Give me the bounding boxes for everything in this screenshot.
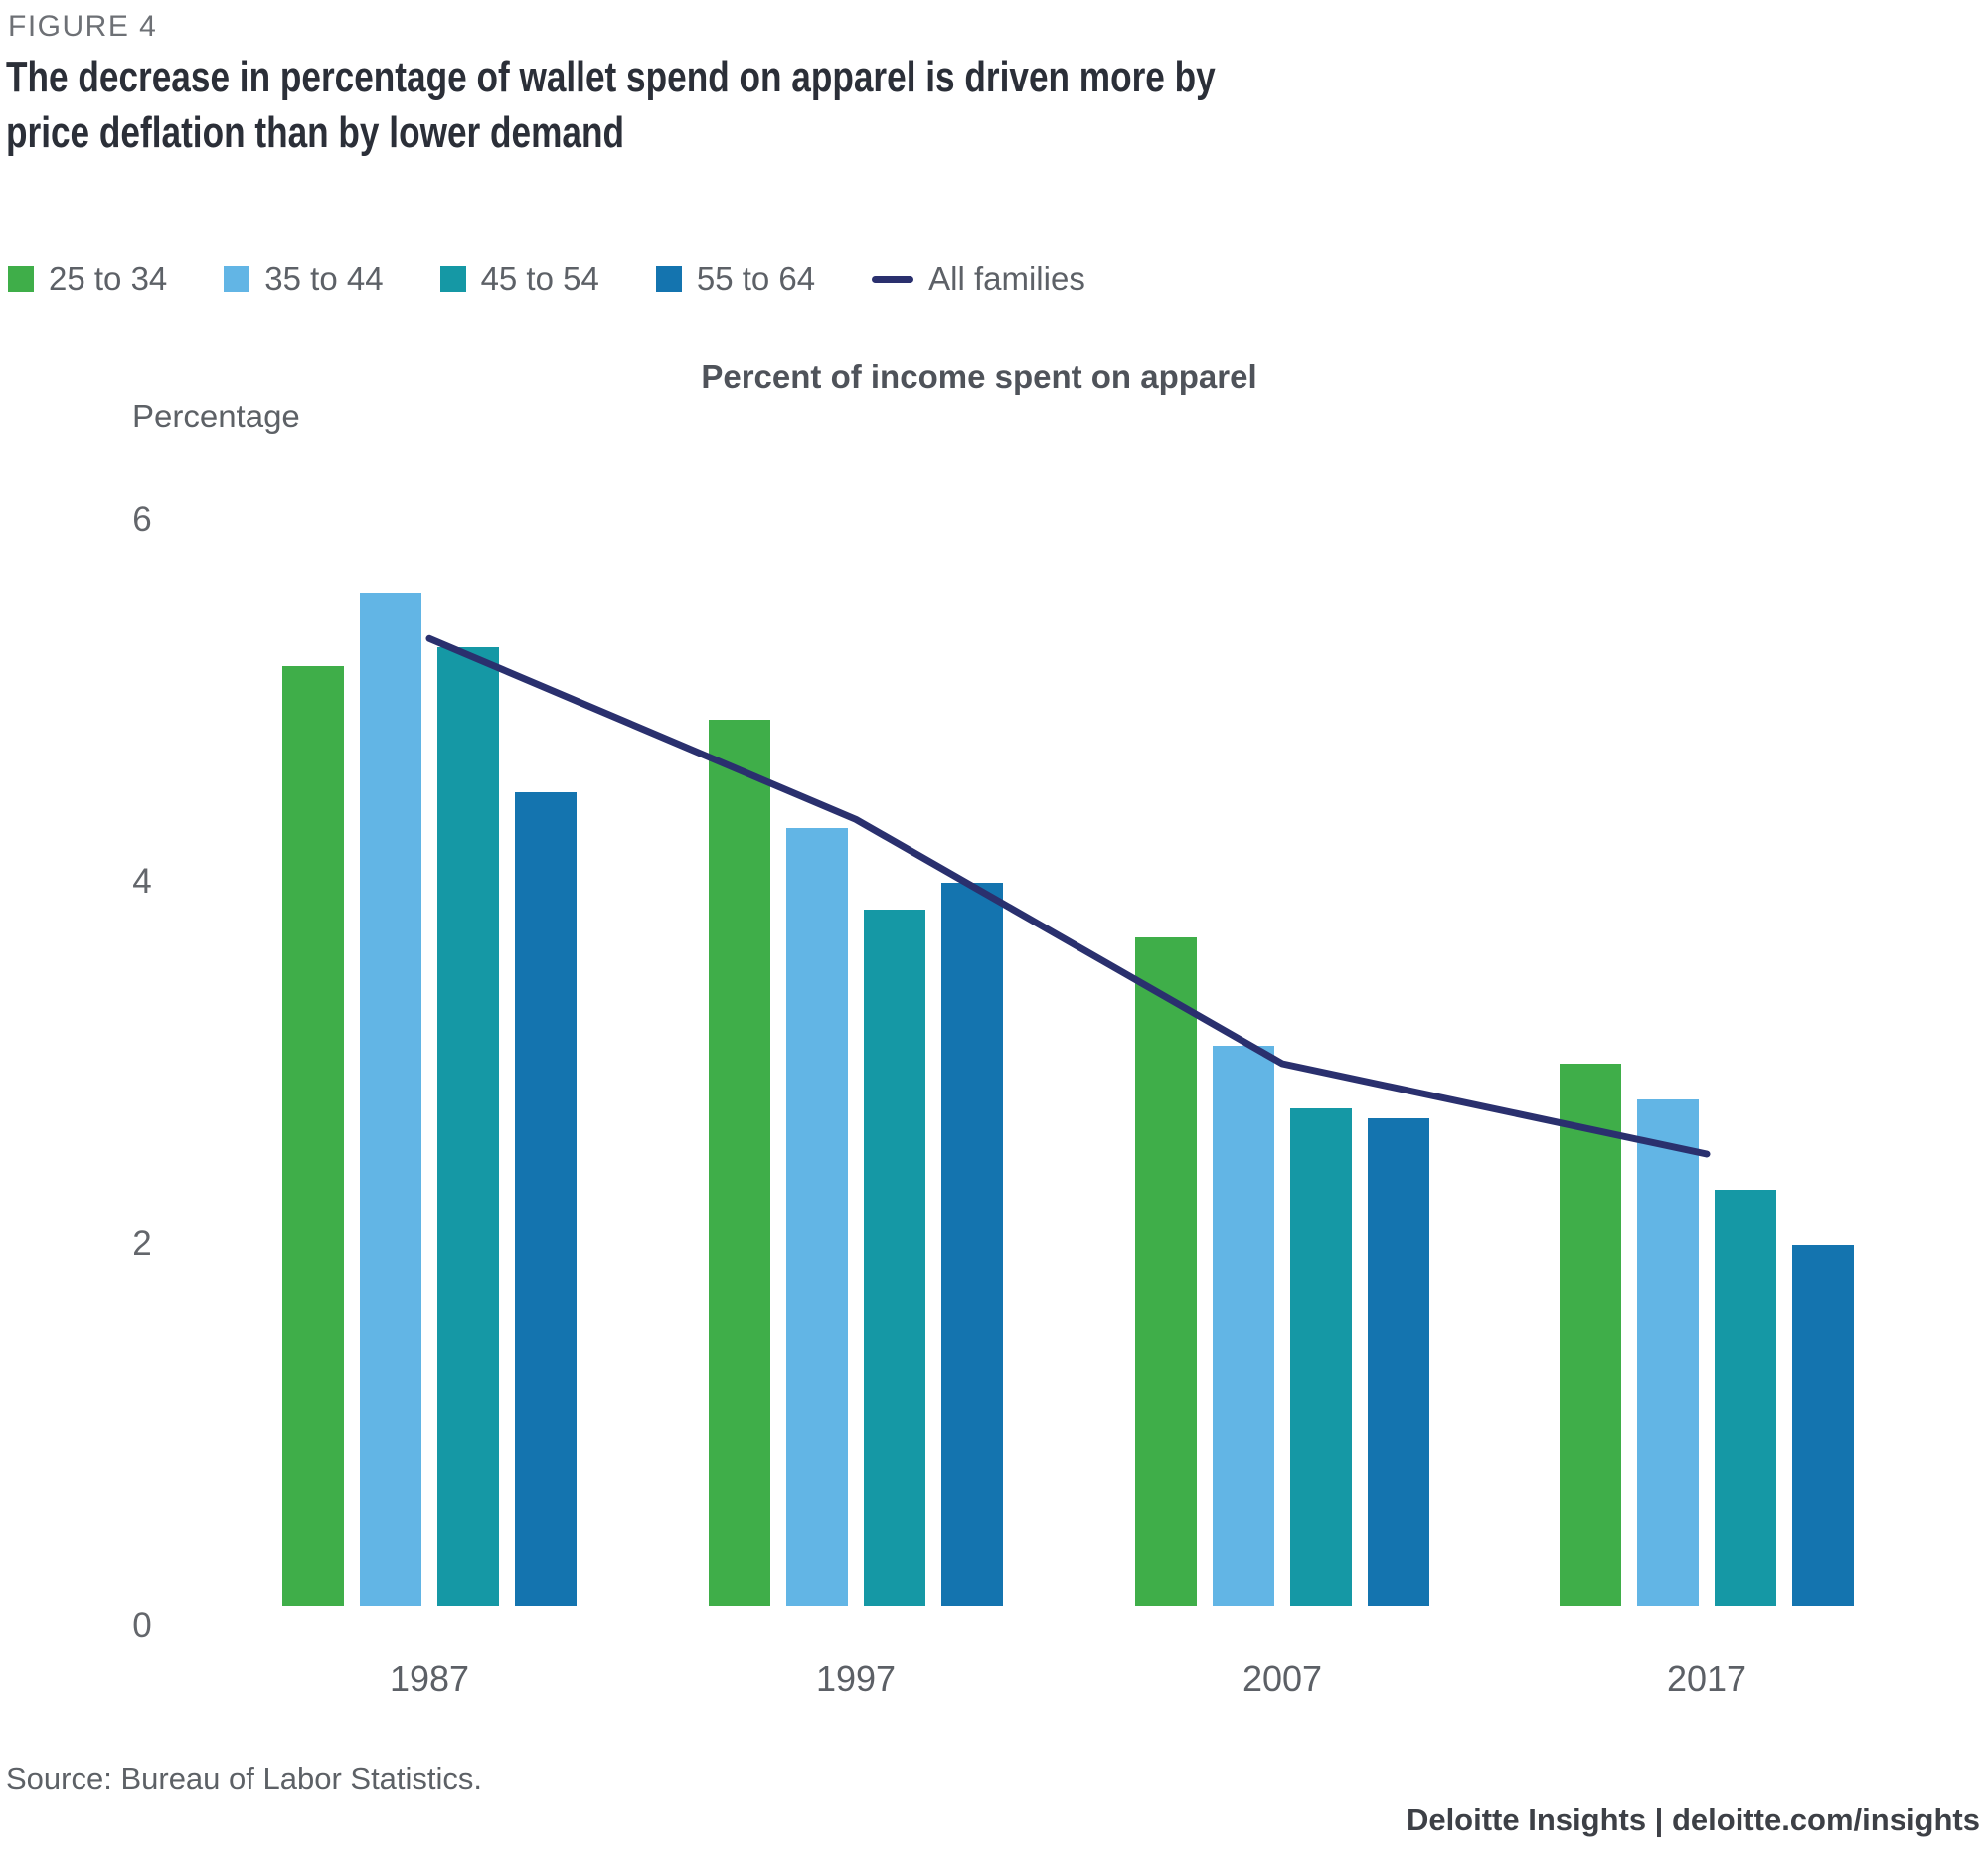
- legend-swatch-icon: [224, 266, 250, 292]
- legend-item-45-to-54: 45 to 54: [439, 260, 599, 298]
- x-label-2017: 2017: [1666, 1658, 1747, 1699]
- chart-title: The decrease in percentage of wallet spe…: [6, 53, 1216, 158]
- legend-item-55-to-64: 55 to 64: [655, 260, 816, 298]
- figure-label: FIGURE 4: [8, 10, 158, 43]
- legend-label: All families: [928, 260, 1085, 297]
- legend-line-icon: [872, 275, 914, 283]
- chart-subtitle: Percent of income spent on apparel: [701, 358, 1257, 395]
- legend-swatch-icon: [655, 266, 682, 292]
- bar-45-to-54-2017: [1715, 1190, 1776, 1606]
- y-tick-2: 2: [132, 1224, 152, 1262]
- legend-swatch-icon: [8, 266, 34, 292]
- y-axis-title: Percentage: [132, 398, 300, 434]
- y-tick-6: 6: [132, 500, 152, 539]
- y-tick-4: 4: [132, 862, 152, 901]
- x-label-1987: 1987: [389, 1658, 470, 1699]
- legend-label: 55 to 64: [696, 260, 816, 297]
- bar-35-to-44-2007: [1213, 1046, 1274, 1606]
- footer-credit: Deloitte Insights | deloitte.com/insight…: [1406, 1802, 1980, 1837]
- bar-25-to-34-1997: [709, 720, 770, 1606]
- bar-35-to-44-1997: [786, 828, 848, 1606]
- legend-item-35-to-44: 35 to 44: [224, 260, 384, 298]
- bar-35-to-44-1987: [360, 593, 421, 1606]
- legend: 25 to 34 35 to 44 45 to 54 55 to 64 All fami…: [8, 260, 1085, 298]
- bar-55-to-64-2007: [1368, 1118, 1429, 1606]
- bar-25-to-34-2017: [1560, 1064, 1621, 1606]
- bar-45-to-54-1997: [864, 910, 925, 1606]
- bar-25-to-34-2007: [1135, 937, 1197, 1606]
- x-label-2007: 2007: [1242, 1658, 1323, 1699]
- source-note: Source: Bureau of Labor Statistics.: [6, 1762, 483, 1796]
- legend-swatch-icon: [439, 266, 466, 292]
- bar-25-to-34-1987: [282, 666, 344, 1606]
- bar-55-to-64-1987: [515, 792, 577, 1606]
- bar-45-to-54-2007: [1290, 1108, 1352, 1606]
- legend-label: 45 to 54: [480, 260, 599, 297]
- y-tick-0: 0: [132, 1606, 152, 1645]
- legend-item-25-to-34: 25 to 34: [8, 260, 167, 298]
- legend-label: 35 to 44: [264, 260, 384, 297]
- x-label-1997: 1997: [815, 1658, 897, 1699]
- bar-55-to-64-2017: [1792, 1245, 1854, 1606]
- bar-55-to-64-1997: [941, 883, 1003, 1606]
- legend-label: 25 to 34: [49, 260, 168, 297]
- bar-35-to-44-2017: [1637, 1099, 1699, 1606]
- all-families-polyline: [425, 634, 1711, 1158]
- legend-item-all-families: All families: [872, 260, 1085, 298]
- bar-45-to-54-1987: [437, 647, 499, 1606]
